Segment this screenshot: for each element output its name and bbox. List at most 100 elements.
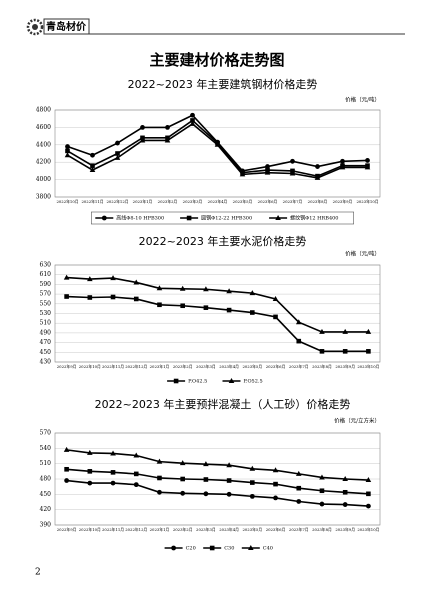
data-point — [179, 285, 186, 291]
y-tick-label: 430 — [40, 359, 52, 366]
x-tick-label: 2022年11月 — [102, 527, 124, 532]
data-point — [180, 476, 185, 482]
data-point — [64, 152, 71, 158]
x-tick-label: 2022年11月 — [81, 199, 103, 204]
data-point — [203, 461, 209, 467]
data-point — [133, 471, 139, 477]
x-tick-label: 2023年10月 — [356, 199, 378, 204]
data-point — [342, 489, 348, 495]
data-point — [319, 474, 325, 480]
x-tick-label: 2023年5月 — [233, 199, 253, 204]
y-tick-label: 540 — [40, 445, 52, 452]
data-point — [366, 349, 371, 354]
data-point — [203, 305, 209, 310]
y-tick-label: 3800 — [36, 194, 51, 201]
x-tick-label: 2023年1月 — [150, 527, 170, 532]
data-point — [90, 163, 95, 168]
data-point — [157, 302, 162, 308]
data-point — [249, 493, 255, 499]
x-tick-label: 2023年6月 — [266, 364, 286, 369]
data-point — [314, 174, 321, 180]
legend-frame — [91, 211, 354, 225]
legend-marker — [248, 545, 254, 550]
legend-label: P.O52.5 — [244, 379, 263, 385]
data-point — [133, 482, 139, 488]
data-point — [249, 290, 256, 296]
data-point — [110, 480, 116, 486]
data-point — [157, 475, 162, 481]
data-point — [295, 319, 302, 325]
legend: C20 C30 C40 — [164, 545, 273, 552]
legend-label: C30 — [224, 546, 234, 552]
data-point — [64, 294, 69, 299]
x-tick-label: 2022年9月 — [57, 527, 77, 532]
data-point — [239, 171, 246, 177]
legend-marker — [101, 215, 107, 221]
data-point — [365, 328, 372, 334]
data-point — [296, 338, 302, 344]
logo-hub — [32, 24, 38, 30]
data-point — [226, 288, 232, 294]
legend-marker — [209, 545, 215, 551]
legend-label: 高线Φ8-10 HPB300 — [116, 215, 164, 222]
data-point — [342, 328, 348, 334]
data-point — [226, 478, 232, 483]
series-line — [66, 479, 369, 507]
data-point — [87, 276, 93, 282]
data-point — [339, 164, 346, 170]
data-point — [203, 491, 209, 497]
data-point — [180, 303, 185, 309]
data-point — [296, 485, 302, 491]
y-tick-label: 570 — [40, 430, 52, 437]
y-tick-label: 4400 — [36, 141, 51, 148]
chart-title: 2022~2023 年主要水泥价格走势 — [139, 234, 307, 248]
data-point — [110, 275, 116, 281]
data-point — [366, 491, 371, 497]
x-tick-label: 2023年9月 — [335, 527, 355, 532]
data-point — [89, 167, 96, 173]
x-tick-label: 2022年11月 — [102, 364, 124, 369]
data-point — [139, 137, 146, 143]
x-tick-label: 2023年3月 — [196, 364, 216, 369]
x-tick-label: 2023年1月 — [150, 364, 170, 369]
plot-frame — [54, 264, 381, 363]
data-point — [156, 285, 163, 291]
data-point — [165, 125, 170, 130]
data-point — [114, 154, 121, 160]
header-title: 青岛材价 — [46, 20, 87, 33]
x-tick-label: 2022年10月 — [79, 527, 101, 532]
data-point — [365, 503, 371, 509]
y-tick-label: 4200 — [36, 159, 51, 166]
y-tick-label: 570 — [40, 291, 52, 298]
data-point — [342, 476, 348, 481]
legend: 高线Φ8-10 HPB300 圆钢Φ12-22 HPB300 螺纹钢Φ12 HRB4… — [91, 211, 354, 225]
x-tick-label: 2023年9月 — [335, 364, 355, 369]
data-point — [64, 466, 69, 472]
y-tick-label: 550 — [40, 300, 52, 307]
series-line — [67, 122, 368, 179]
plot-frame — [54, 432, 381, 526]
data-point — [340, 158, 345, 164]
data-point — [156, 458, 163, 464]
data-point — [273, 495, 278, 501]
x-tick-label: 2023年5月 — [242, 364, 262, 369]
series-line — [66, 295, 369, 353]
data-point — [140, 125, 145, 130]
data-point — [342, 349, 348, 354]
data-point — [133, 279, 140, 285]
y-tick-label: 490 — [40, 329, 52, 336]
data-point — [189, 120, 196, 126]
x-tick-label: 2023年10月 — [357, 364, 379, 369]
data-point — [110, 294, 116, 300]
x-tick-label: 2022年10月 — [79, 364, 101, 369]
data-point — [64, 478, 70, 483]
y-tick-label: 4800 — [36, 107, 51, 114]
y-axis-label: 价格（元/吨） — [345, 96, 380, 104]
data-point — [115, 151, 120, 156]
data-point — [226, 307, 232, 313]
data-point — [295, 470, 302, 476]
x-tick-label: 2023年8月 — [312, 527, 332, 532]
data-point — [203, 286, 209, 292]
x-tick-label: 2023年7月 — [289, 364, 309, 369]
